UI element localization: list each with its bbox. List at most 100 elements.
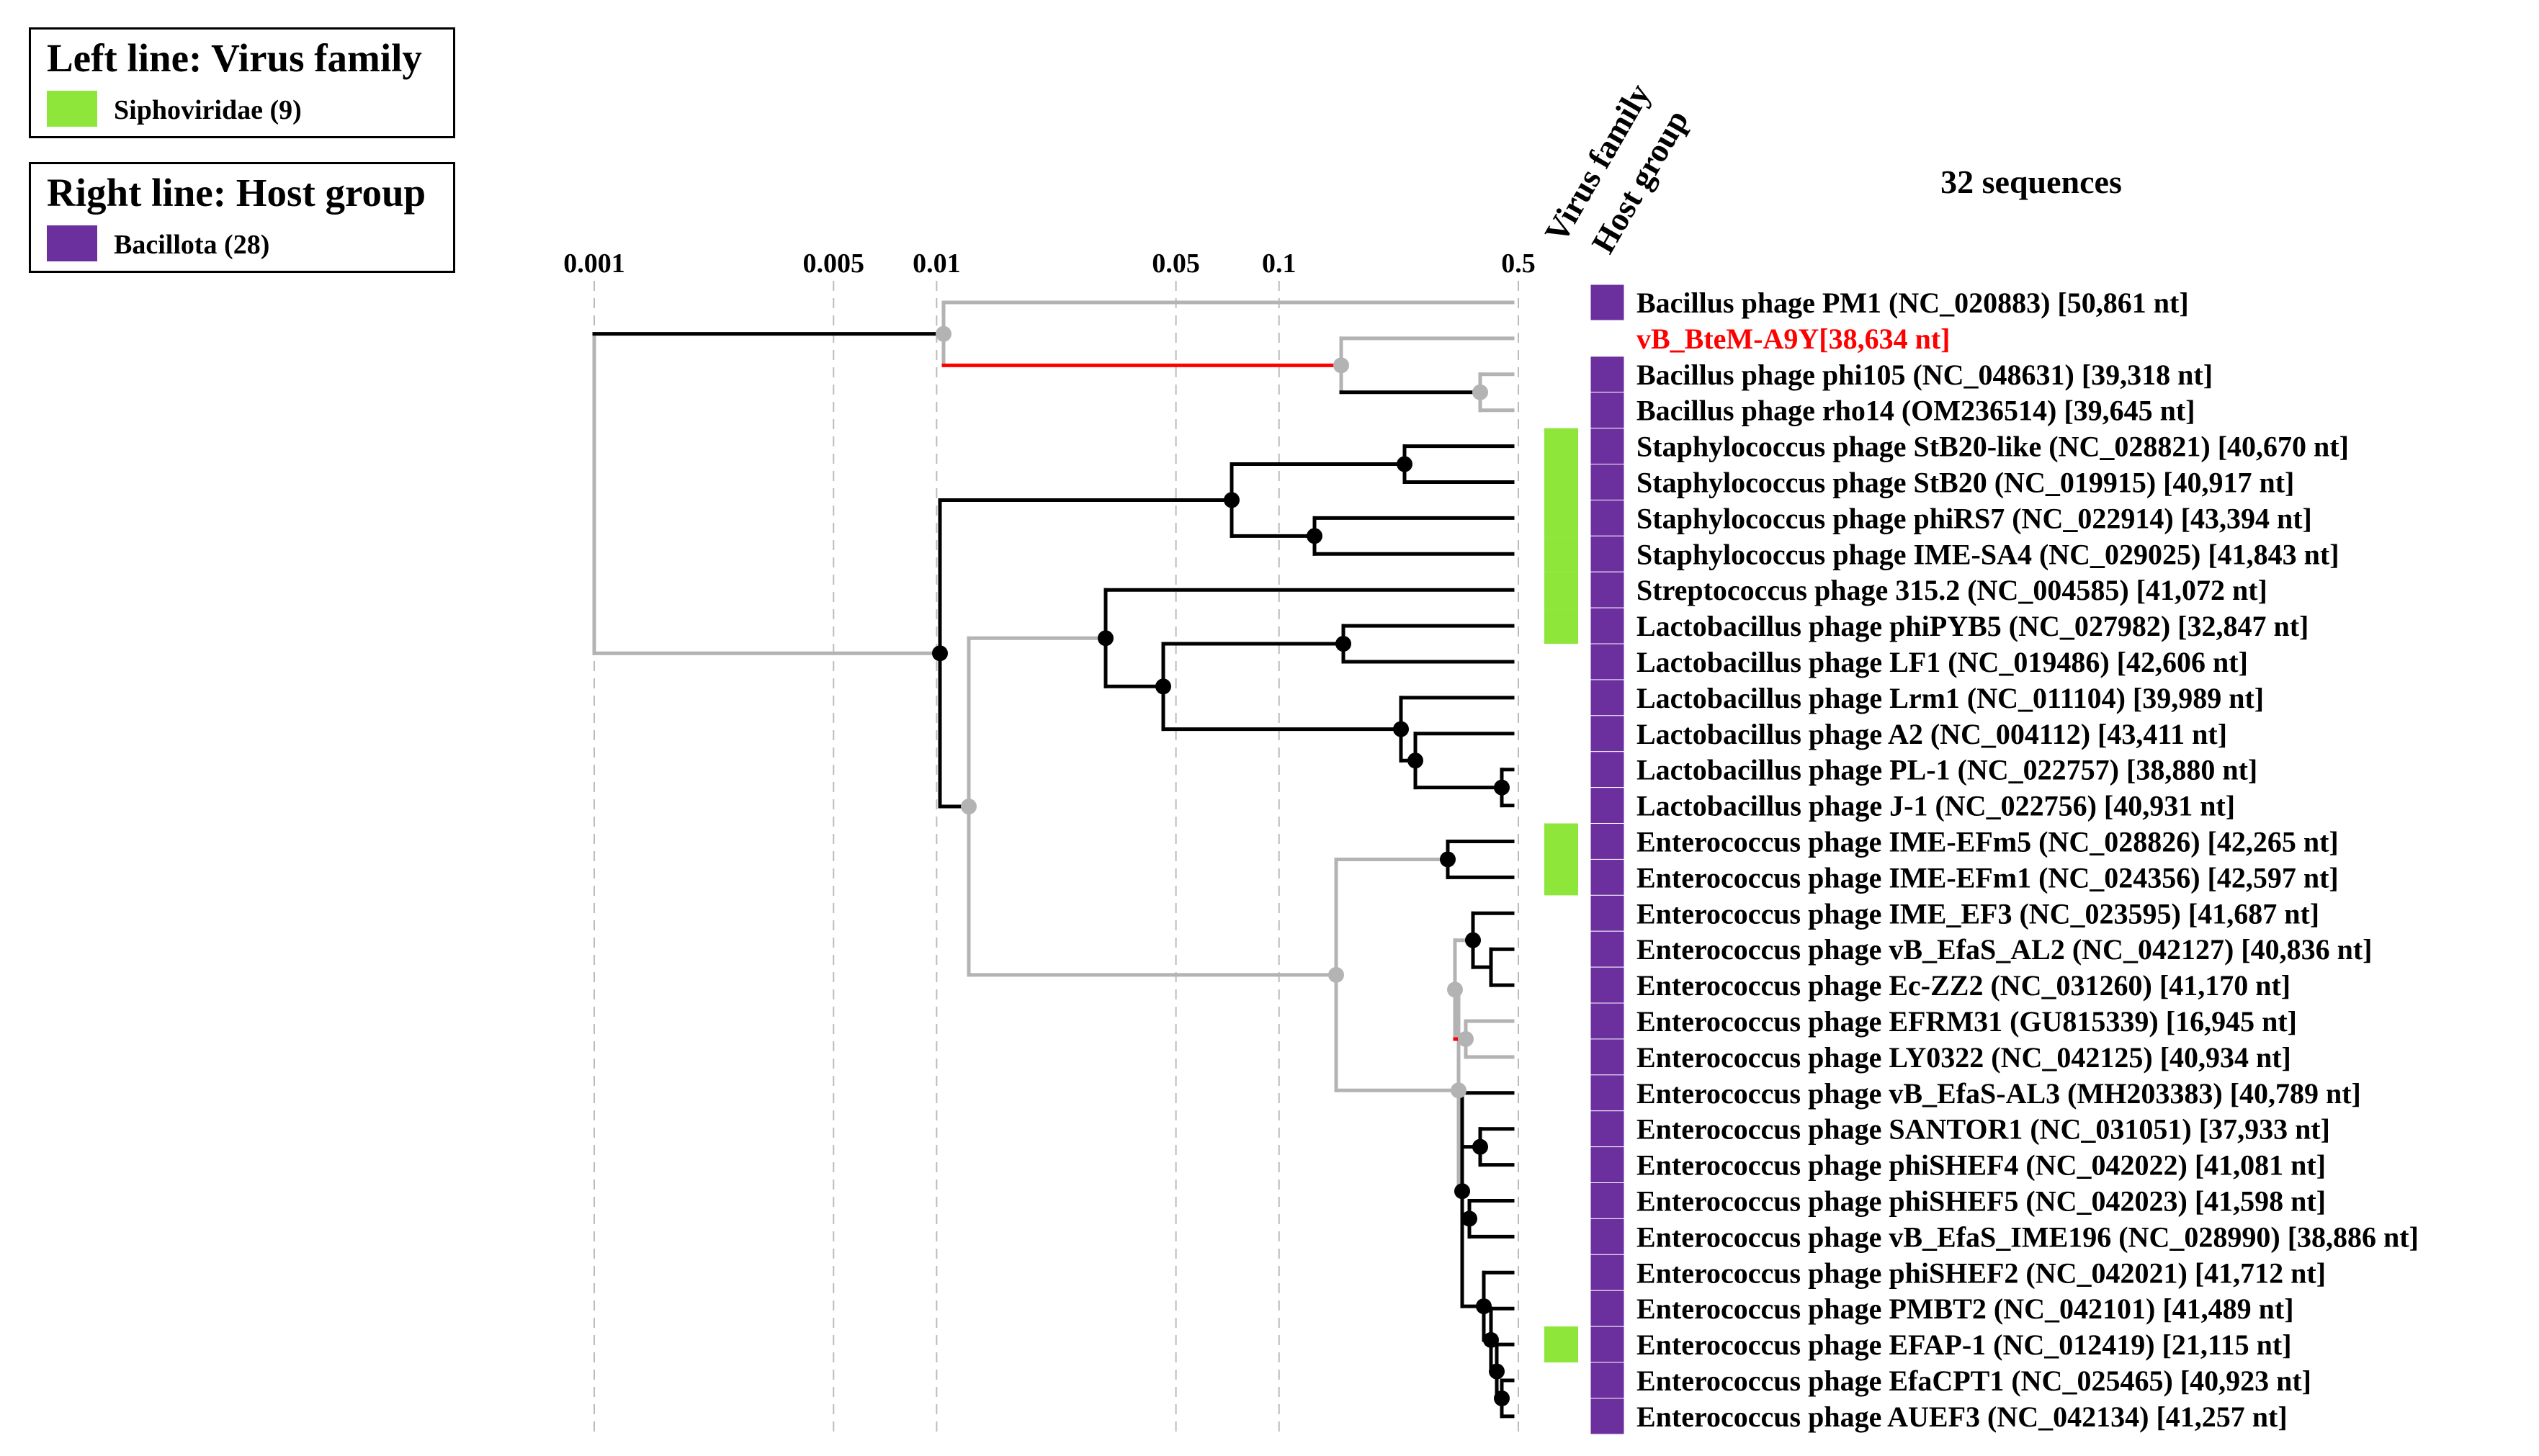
sequence-count: 32 sequences <box>1940 163 2122 200</box>
leaf-label: Enterococcus phage vB_EfaS_IME196 (NC_02… <box>1636 1221 2419 1253</box>
host-group-cell <box>1590 499 1625 536</box>
host-group-legend: Right line: Host group Bacillota (28) <box>29 162 455 273</box>
leaf-label: vB_BteM-A9Y[38,634 nt] <box>1636 323 1951 355</box>
leaf-label: Enterococcus phage phiSHEF5 (NC_042023) … <box>1636 1185 2326 1218</box>
scale-tick-label: 0.5 <box>1501 248 1536 279</box>
leaf-label: Bacillus phage rho14 (OM236514) [39,645 … <box>1636 395 2195 427</box>
leaf-label: Lactobacillus phage phiPYB5 (NC_027982) … <box>1636 610 2309 642</box>
leaf-label: Enterococcus phage SANTOR1 (NC_031051) [… <box>1636 1113 2330 1146</box>
tree-node-dot <box>1307 528 1322 544</box>
tree-node-dot <box>1393 721 1409 737</box>
host-group-cell <box>1590 1326 1625 1363</box>
tree-node-dot <box>1335 636 1351 652</box>
host-group-cell <box>1590 751 1625 788</box>
siphoviridae-swatch <box>47 91 97 127</box>
host-group-cell <box>1590 1002 1625 1040</box>
leaf-label: Enterococcus phage AUEF3 (NC_042134) [41… <box>1636 1401 2288 1433</box>
host-group-cell <box>1590 428 1625 465</box>
leaf-label: Enterococcus phage phiSHEF2 (NC_042021) … <box>1636 1257 2326 1289</box>
leaf-label: Lactobacillus phage J-1 (NC_022756) [40,… <box>1636 790 2235 822</box>
host-group-cell <box>1590 284 1625 321</box>
scale-tick-label: 0.1 <box>1262 248 1297 279</box>
tree-node-dot <box>1461 1210 1477 1227</box>
host-group-cell <box>1590 1110 1625 1148</box>
tree-node-dot <box>1333 357 1349 374</box>
leaf-label: Enterococcus phage vB_EfaS_AL2 (NC_04212… <box>1636 933 2372 966</box>
host-group-cell <box>1590 1218 1625 1255</box>
host-group-cell <box>1590 1074 1625 1112</box>
scale-tick-label: 0.01 <box>913 248 961 279</box>
tree-node-dot <box>932 645 948 662</box>
tree-node-dot <box>1472 1138 1488 1155</box>
bacillota-swatch <box>47 225 97 261</box>
leaf-label: Lactobacillus phage PL-1 (NC_022757) [38… <box>1636 754 2257 786</box>
tree-node-dot <box>1098 630 1114 647</box>
host-group-cell <box>1590 1182 1625 1219</box>
host-group-cell <box>1590 356 1625 393</box>
host-group-cell <box>1590 607 1625 644</box>
tree-node-dot <box>1440 851 1456 868</box>
tree-node-dot <box>1407 752 1423 769</box>
scale-tick-label: 0.005 <box>803 248 865 279</box>
tree-node-dot <box>1458 1030 1474 1047</box>
virus-family-cell <box>1544 823 1578 860</box>
virus-family-cell <box>1544 1326 1578 1363</box>
leaf-label: Enterococcus phage PMBT2 (NC_042101) [41… <box>1636 1293 2294 1325</box>
tree-node-dot <box>1494 779 1510 796</box>
annotation-strips <box>1544 284 1625 1435</box>
tree-node-dot <box>1224 492 1240 508</box>
host-group-cell <box>1590 715 1625 752</box>
tree-node-dot <box>1476 1298 1492 1315</box>
virus-family-legend: Left line: Virus family Siphoviridae (9) <box>29 27 455 138</box>
leaf-label: Staphylococcus phage IME-SA4 (NC_029025)… <box>1636 538 2339 570</box>
tree-node-dot <box>1494 1390 1510 1406</box>
scale-tick-labels: 0.001 0.005 0.01 0.05 0.1 0.5 <box>563 248 1536 279</box>
leaf-label: Staphylococcus phage StB20-like (NC_0288… <box>1636 431 2349 463</box>
tree-node-dot <box>961 799 977 815</box>
tree-node-dot <box>1483 1331 1499 1348</box>
tree-node-dot <box>1451 1082 1466 1099</box>
leaf-label: Enterococcus phage IME_EF3 (NC_023595) [… <box>1636 897 2319 930</box>
tree-branches <box>592 300 1515 1419</box>
leaf-label: Bacillus phage PM1 (NC_020883) [50,861 n… <box>1636 287 2189 319</box>
host-group-cell <box>1590 1362 1625 1399</box>
leaf-label: Staphylococcus phage StB20 (NC_019915) [… <box>1636 467 2294 499</box>
host-group-legend-title: Right line: Host group <box>47 171 426 215</box>
host-group-cell <box>1590 1398 1625 1435</box>
siphoviridae-legend-label: Siphoviridae (9) <box>114 95 302 125</box>
tree-node-dot <box>1155 678 1171 695</box>
tree-node-dot <box>1489 1363 1505 1380</box>
leaf-label: Lactobacillus phage Lrm1 (NC_011104) [39… <box>1636 682 2264 714</box>
scale-tick-label: 0.05 <box>1152 248 1200 279</box>
host-group-cell <box>1590 571 1625 608</box>
virus-family-cell <box>1544 859 1578 896</box>
host-group-cell <box>1590 464 1625 500</box>
leaf-label: Enterococcus phage Ec-ZZ2 (NC_031260) [4… <box>1636 969 2291 1002</box>
virus-family-cell <box>1544 572 1578 608</box>
host-group-cell <box>1590 679 1625 716</box>
virus-family-cell <box>1544 500 1578 536</box>
host-group-cell <box>1590 787 1625 824</box>
leaf-label: Streptococcus phage 315.2 (NC_004585) [4… <box>1636 574 2267 606</box>
scale-tick-label: 0.001 <box>563 248 625 279</box>
host-group-cell <box>1590 858 1625 896</box>
leaf-label: Enterococcus phage IME-EFm5 (NC_028826) … <box>1636 826 2339 858</box>
leaf-label: Enterococcus phage IME-EFm1 (NC_024356) … <box>1636 861 2339 894</box>
leaf-label: Lactobacillus phage A2 (NC_004112) [43,4… <box>1636 718 2227 750</box>
leaf-label: Enterococcus phage EFAP-1 (NC_012419) [2… <box>1636 1329 2292 1361</box>
host-group-cell <box>1590 1038 1625 1076</box>
host-group-cell <box>1590 392 1625 429</box>
bacillota-legend-label: Bacillota (28) <box>114 230 270 260</box>
tree-node-dot <box>1454 1183 1470 1200</box>
host-group-cell <box>1590 823 1625 860</box>
host-group-cell <box>1590 535 1625 572</box>
host-group-cell <box>1590 1290 1625 1327</box>
leaf-label: Staphylococcus phage phiRS7 (NC_022914) … <box>1636 502 2312 534</box>
leaf-label: Enterococcus phage phiSHEF4 (NC_042022) … <box>1636 1149 2326 1182</box>
tree-node-dot <box>1328 966 1344 983</box>
virus-family-cell <box>1544 608 1578 644</box>
virus-family-cell <box>1544 464 1578 500</box>
tree-node-dot <box>936 325 951 342</box>
host-group-cell <box>1590 643 1625 680</box>
